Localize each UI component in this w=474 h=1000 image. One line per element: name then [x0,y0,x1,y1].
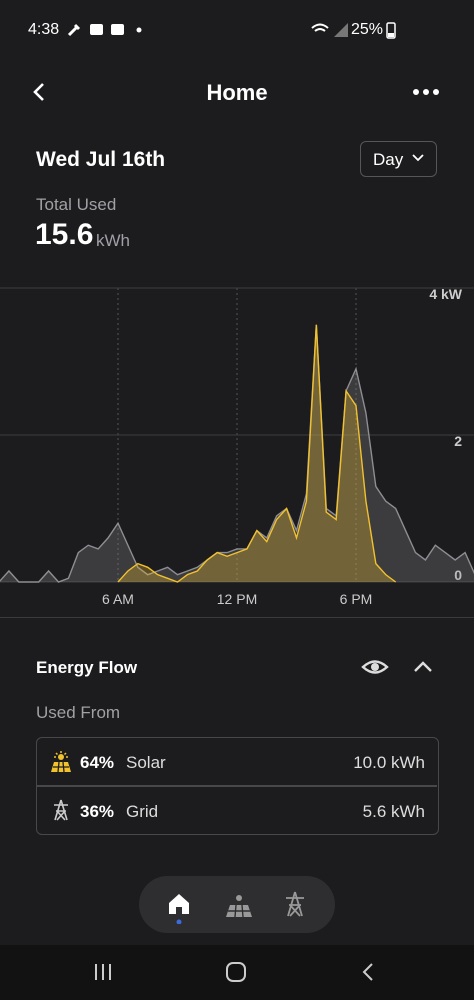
tab-solar[interactable] [225,892,253,918]
solar-icon [51,751,71,773]
total-unit: kWh [96,231,130,250]
more-button[interactable] [412,84,440,100]
grid-icon [54,799,68,821]
battery-text: 25% [351,21,384,38]
solar-amount: 10.0 kWh [353,753,425,772]
x-tick-label: 6 AM [102,591,134,607]
x-tick-label: 12 PM [217,591,257,607]
section-subtitle: Used From [36,703,121,722]
period-dropdown[interactable]: Day [360,141,437,177]
solar-percent: 64% [80,753,115,772]
y-tick-label: 0 [454,567,462,583]
tab-bar [139,876,335,933]
battery-icon [386,22,396,39]
back-nav-button[interactable] [360,962,376,982]
status-icons [67,23,142,37]
page-title: Home [206,80,268,105]
status-time: 4:38 [28,21,60,38]
series-line [117,324,397,583]
total-value: 15.6 [35,218,94,251]
grid-amount: 5.6 kWh [362,802,425,821]
divider [0,617,474,618]
home-button[interactable] [225,961,247,983]
grid-percent: 36% [80,802,115,821]
collapse-button[interactable] [412,658,434,676]
back-button[interactable] [28,80,52,104]
solar-label: Solar [126,753,166,772]
y-tick-label: 4 kW [429,286,462,302]
period-label: Day [373,150,404,169]
visibility-toggle[interactable] [361,656,389,678]
x-tick-label: 6 PM [340,591,373,607]
series-line [0,324,474,583]
date: Wed Jul 16th [36,148,166,171]
chart: 6 AM 12 PM 6 PM 0 2 4 kW [0,286,474,607]
y-tick-label: 2 [454,433,462,449]
tab-grid[interactable] [284,891,306,917]
signal-icons [311,23,348,37]
row-divider [37,785,437,787]
series-area [0,324,474,582]
grid-label: Grid [126,802,159,821]
system-nav [0,945,474,1000]
source-table: 64% Solar 10.0 kWh 36% Grid 5.6 kWh [36,737,439,835]
recents-button[interactable] [93,962,113,982]
section-title: Energy Flow [36,658,138,677]
series-area [118,324,396,582]
dropdown-chevron [412,154,424,162]
total-label: Total Used [36,195,117,214]
tab-home[interactable] [167,892,191,924]
